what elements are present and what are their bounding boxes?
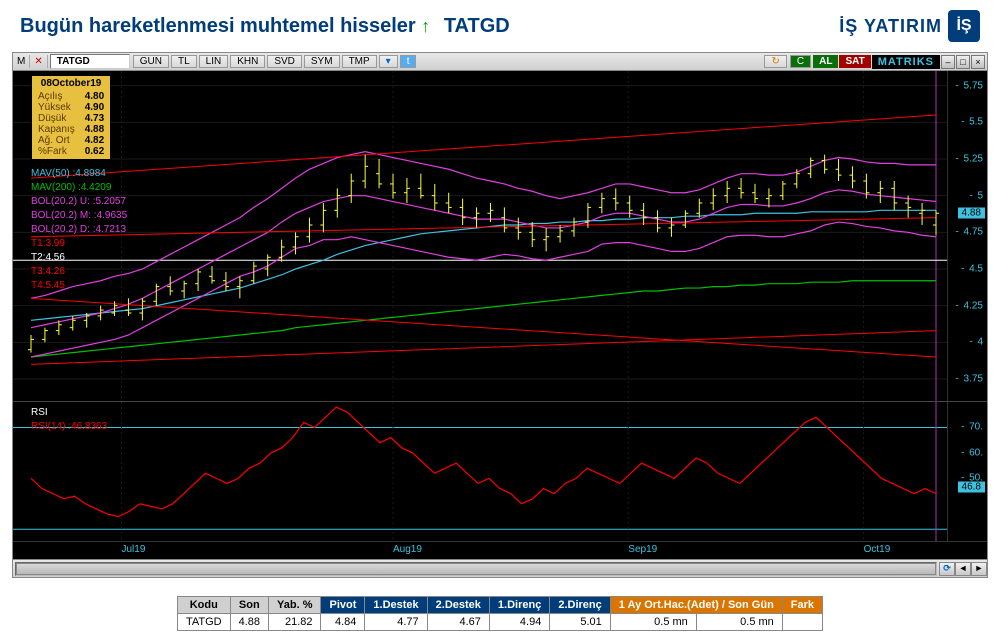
sell-button[interactable]: SAT bbox=[839, 55, 870, 68]
indicator-label: BOL(20.2) M: :4.9635 bbox=[31, 209, 127, 223]
logo-badge-icon: İŞ bbox=[948, 10, 980, 42]
table-cell bbox=[782, 614, 822, 631]
ticker-input[interactable]: TATGD bbox=[50, 54, 130, 69]
table-header: 1 Ay Ort.Hac.(Adet) / Son Gün bbox=[610, 597, 782, 614]
indicator-label: BOL(20.2) U: :5.2057 bbox=[31, 195, 127, 209]
table-cell: 4.77 bbox=[365, 614, 427, 631]
toolbar-svd-button[interactable]: SVD bbox=[267, 55, 302, 68]
chart-toolbar: M ✕ TATGD GUNTLLINKHNSVDSYMTMP ▾ t ↻ C A… bbox=[13, 53, 987, 71]
table-cell: TATGD bbox=[177, 614, 230, 631]
clock-icon[interactable]: C bbox=[790, 55, 811, 68]
scroll-track[interactable] bbox=[15, 562, 937, 576]
up-arrow-icon: ↑ bbox=[421, 16, 430, 36]
x-axis: Jul19 Aug19 Sep19 Oct19 bbox=[13, 541, 987, 559]
toolbar-tmp-button[interactable]: TMP bbox=[342, 55, 377, 68]
table-header: Fark bbox=[782, 597, 822, 614]
table-header: Yab. % bbox=[269, 597, 321, 614]
table-header: 2.Direnç bbox=[550, 597, 610, 614]
toolbar-khn-button[interactable]: KHN bbox=[230, 55, 265, 68]
refresh-icon[interactable]: ↻ bbox=[764, 55, 786, 68]
indicator-label: BOL(20.2) D: :4.7213 bbox=[31, 223, 127, 237]
ohlc-row: %Fark0.62 bbox=[32, 146, 110, 157]
indicator-label: T3:4.26 bbox=[31, 265, 127, 279]
table-cell: 5.01 bbox=[550, 614, 610, 631]
table-header: 2.Destek bbox=[427, 597, 489, 614]
table-header: 1.Destek bbox=[365, 597, 427, 614]
page-title: Bugün hareketlenmesi muhtemel hisseler ↑… bbox=[20, 15, 510, 38]
buy-button[interactable]: AL bbox=[813, 55, 838, 68]
table-cell: 21.82 bbox=[269, 614, 321, 631]
header-ticker: TATGD bbox=[444, 15, 510, 37]
scroll-thumb[interactable] bbox=[16, 563, 936, 575]
ohlc-row: Açılış4.80 bbox=[32, 91, 110, 102]
table-cell: 4.94 bbox=[489, 614, 549, 631]
toolbar-tl-button[interactable]: TL bbox=[171, 55, 197, 68]
ohlc-row: Yüksek4.90 bbox=[32, 102, 110, 113]
indicator-label: T2:4.56 bbox=[31, 251, 127, 265]
reload-icon[interactable]: ⟳ bbox=[939, 562, 955, 576]
toolbar-gun-button[interactable]: GUN bbox=[133, 55, 169, 68]
table-header: Pivot bbox=[321, 597, 365, 614]
table-cell: 0.5 mn bbox=[696, 614, 782, 631]
menu-icon[interactable]: M bbox=[13, 55, 30, 68]
chart-mode-icon[interactable]: ✕ bbox=[30, 55, 47, 68]
x-tick-label: Sep19 bbox=[628, 544, 657, 555]
scroll-right-icon[interactable]: ► bbox=[971, 562, 987, 576]
ohlc-row: Düşük4.73 bbox=[32, 113, 110, 124]
twitter-icon[interactable]: t bbox=[400, 55, 417, 68]
close-icon[interactable]: × bbox=[971, 55, 985, 69]
indicator-legend: MAV(50) :4.8984MAV(200) :4.4209BOL(20.2)… bbox=[31, 167, 127, 293]
maximize-icon[interactable]: □ bbox=[956, 55, 970, 69]
ohlc-row: Ağ. Ort4.82 bbox=[32, 135, 110, 146]
x-tick-label: Jul19 bbox=[122, 544, 146, 555]
indicator-label: MAV(200) :4.4209 bbox=[31, 181, 127, 195]
matriks-brand: MATRIKS bbox=[872, 55, 940, 69]
indicator-label: MAV(50) :4.8984 bbox=[31, 167, 127, 181]
price-chart[interactable]: 5.755.55.2554.754.54.2543.754.88 08Octob… bbox=[13, 71, 987, 401]
rsi-legend: RSI RSI(14) :46.8363 bbox=[31, 406, 107, 434]
table-cell: 4.84 bbox=[321, 614, 365, 631]
table-cell: 4.67 bbox=[427, 614, 489, 631]
x-tick-label: Oct19 bbox=[864, 544, 891, 555]
rsi-chart[interactable]: 70.60.50.46.8 RSI RSI(14) :46.8363 bbox=[13, 401, 987, 541]
chart-scrollbar: ⟳ ◄ ► bbox=[13, 559, 987, 577]
table-header: Kodu bbox=[177, 597, 230, 614]
table-header: 1.Direnç bbox=[489, 597, 549, 614]
scroll-left-icon[interactable]: ◄ bbox=[955, 562, 971, 576]
summary-table: KoduSonYab. %Pivot1.Destek2.Destek1.Dire… bbox=[177, 596, 823, 631]
indicator-label: T4:5.45 bbox=[31, 279, 127, 293]
brand-logo: İŞ YATIRIM İŞ bbox=[839, 10, 980, 42]
table-cell: 0.5 mn bbox=[610, 614, 696, 631]
dropdown-icon[interactable]: ▾ bbox=[379, 55, 398, 68]
table-header: Son bbox=[230, 597, 268, 614]
minimize-icon[interactable]: – bbox=[941, 55, 955, 69]
x-tick-label: Aug19 bbox=[393, 544, 422, 555]
ohlc-row: Kapanış4.88 bbox=[32, 124, 110, 135]
price-highlight: 4.88 bbox=[958, 208, 985, 219]
toolbar-sym-button[interactable]: SYM bbox=[304, 55, 340, 68]
table-cell: 4.88 bbox=[230, 614, 268, 631]
toolbar-lin-button[interactable]: LIN bbox=[199, 55, 229, 68]
indicator-label: T1:3.99 bbox=[31, 237, 127, 251]
ohlc-tooltip: 08October19 Açılış4.80Yüksek4.90Düşük4.7… bbox=[31, 75, 111, 160]
chart-window: M ✕ TATGD GUNTLLINKHNSVDSYMTMP ▾ t ↻ C A… bbox=[12, 52, 988, 578]
